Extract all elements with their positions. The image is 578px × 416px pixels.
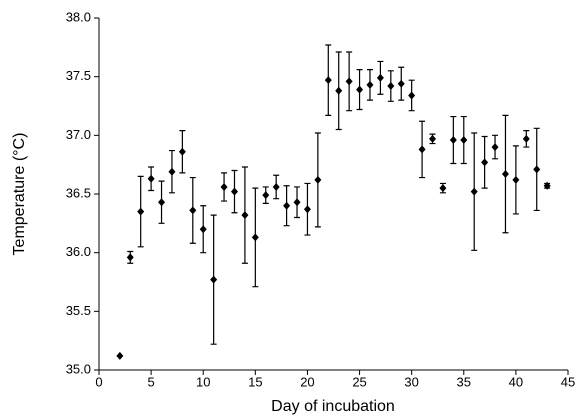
point [501,170,509,179]
point [397,79,405,88]
point [293,198,301,207]
point [439,184,447,193]
point [168,167,176,176]
x-tick-label: 20 [300,374,314,389]
x-tick-label: 0 [95,374,102,389]
point [543,181,551,190]
point [189,206,197,215]
point [387,82,395,91]
y-tick-label: 36.0 [66,244,91,259]
y-tick-label: 35.5 [66,303,91,318]
point [408,91,416,100]
x-axis-title: Day of incubation [271,398,395,415]
point [116,351,124,360]
y-tick-label: 37.5 [66,68,91,83]
point [449,136,457,145]
x-tick-label: 30 [404,374,418,389]
point [199,225,207,234]
point [147,174,155,183]
point [522,134,530,143]
x-tick-label: 15 [248,374,262,389]
point [376,73,384,82]
point [366,80,374,89]
point [262,191,270,200]
point [230,187,238,196]
point [491,143,499,152]
y-tick-label: 37.0 [66,127,91,142]
point [470,187,478,196]
point [512,175,520,184]
point [251,233,259,242]
x-tick-label: 35 [457,374,471,389]
point [303,205,311,214]
point [481,158,489,167]
x-tick-label: 5 [147,374,154,389]
x-tick-label: 40 [509,374,523,389]
x-tick-label: 10 [196,374,210,389]
y-tick-label: 38.0 [66,9,91,24]
point [418,145,426,154]
point [324,76,332,85]
point [314,175,322,184]
y-tick-label: 35.0 [66,361,91,376]
point [158,198,166,207]
point [210,275,218,284]
point [356,85,364,94]
point [460,136,468,145]
y-tick-label: 36.5 [66,185,91,200]
point [533,165,541,174]
y-axis-title: Temperature (°C) [11,133,28,256]
point [429,134,437,143]
point [137,207,145,216]
point [283,201,291,210]
point [220,182,228,191]
x-tick-label: 45 [561,374,575,389]
point [335,86,343,95]
x-tick-label: 25 [352,374,366,389]
point [345,77,353,86]
point [272,182,280,191]
point [126,253,134,262]
point [178,147,186,156]
point [241,211,249,220]
